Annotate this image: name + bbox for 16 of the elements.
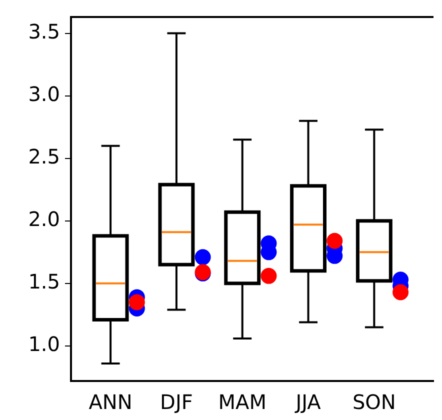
x-tick-label: JJA bbox=[294, 390, 322, 414]
point bbox=[392, 284, 409, 300]
point bbox=[128, 294, 145, 310]
x-tick-label: DJF bbox=[160, 390, 193, 414]
x-tick-label: ANN bbox=[88, 390, 132, 414]
y-tick-label: 2.0 bbox=[28, 207, 60, 232]
y-tick-label: 3.5 bbox=[28, 19, 60, 44]
y-tick-label: 3.0 bbox=[28, 82, 60, 106]
y-tick-label: 1.5 bbox=[28, 270, 60, 294]
point bbox=[326, 232, 343, 249]
y-tick-label: 2.5 bbox=[28, 144, 60, 169]
y-tick-label: 1.0 bbox=[28, 332, 60, 356]
point bbox=[194, 249, 211, 266]
point bbox=[260, 268, 277, 284]
x-tick-label: MAM bbox=[218, 390, 266, 414]
x-tick-label: SON bbox=[352, 390, 396, 414]
